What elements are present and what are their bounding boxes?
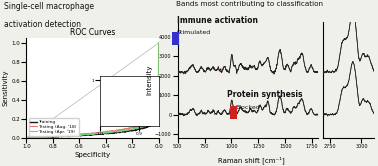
Testing (Aug. '18) [153,115,158,117]
Testing (Aug. '18) [133,126,138,128]
Y-axis label: Intensity: Intensity [146,64,152,95]
Training [25,137,29,139]
Testing (Aug. '18) [88,133,93,135]
Training [88,134,93,136]
Training [24,136,29,138]
Text: Raman shift [cm⁻¹]: Raman shift [cm⁻¹] [218,157,285,164]
Text: Bands most contributing to classification: Bands most contributing to classificatio… [176,1,323,7]
Testing (Apr. '19) [103,131,107,133]
Line: Testing (Aug. '18): Testing (Aug. '18) [26,43,159,138]
Testing (Aug. '18) [103,131,108,133]
Title: ROC Curves: ROC Curves [70,28,115,37]
Testing (Aug. '18) [87,133,92,135]
Testing (Apr. '19) [87,133,91,135]
Testing (Apr. '19) [153,118,158,120]
Training [153,120,158,122]
Testing (Aug. '18) [96,131,101,133]
Text: Protein synthesis: Protein synthesis [227,90,302,99]
Testing (Apr. '19) [96,132,100,134]
Training [156,42,161,44]
Y-axis label: Sensitivity: Sensitivity [3,70,9,106]
X-axis label: Specificity: Specificity [74,152,111,158]
Text: Single-cell macrophage: Single-cell macrophage [4,2,94,11]
Text: Blocked: Blocked [235,105,260,110]
Testing (Apr. '19) [24,137,29,139]
Text: Stimulated: Stimulated [177,30,211,35]
Text: activation detection: activation detection [4,20,81,29]
Testing (Apr. '19) [133,128,137,130]
Testing (Aug. '18) [25,137,29,139]
Testing (Apr. '19) [156,42,161,44]
Line: Testing (Apr. '19): Testing (Apr. '19) [26,43,159,138]
Testing (Aug. '18) [24,136,29,138]
Training [96,133,101,135]
Text: Immune activation: Immune activation [177,16,258,25]
Line: Training: Training [26,43,159,138]
Testing (Apr. '19) [88,133,92,135]
Training [87,134,92,136]
Testing (Aug. '18) [156,42,161,44]
Legend: Training, Testing (Aug. '18), Testing (Apr. '19): Training, Testing (Aug. '18), Testing (A… [29,118,79,136]
Training [133,129,138,131]
Training [103,132,108,134]
